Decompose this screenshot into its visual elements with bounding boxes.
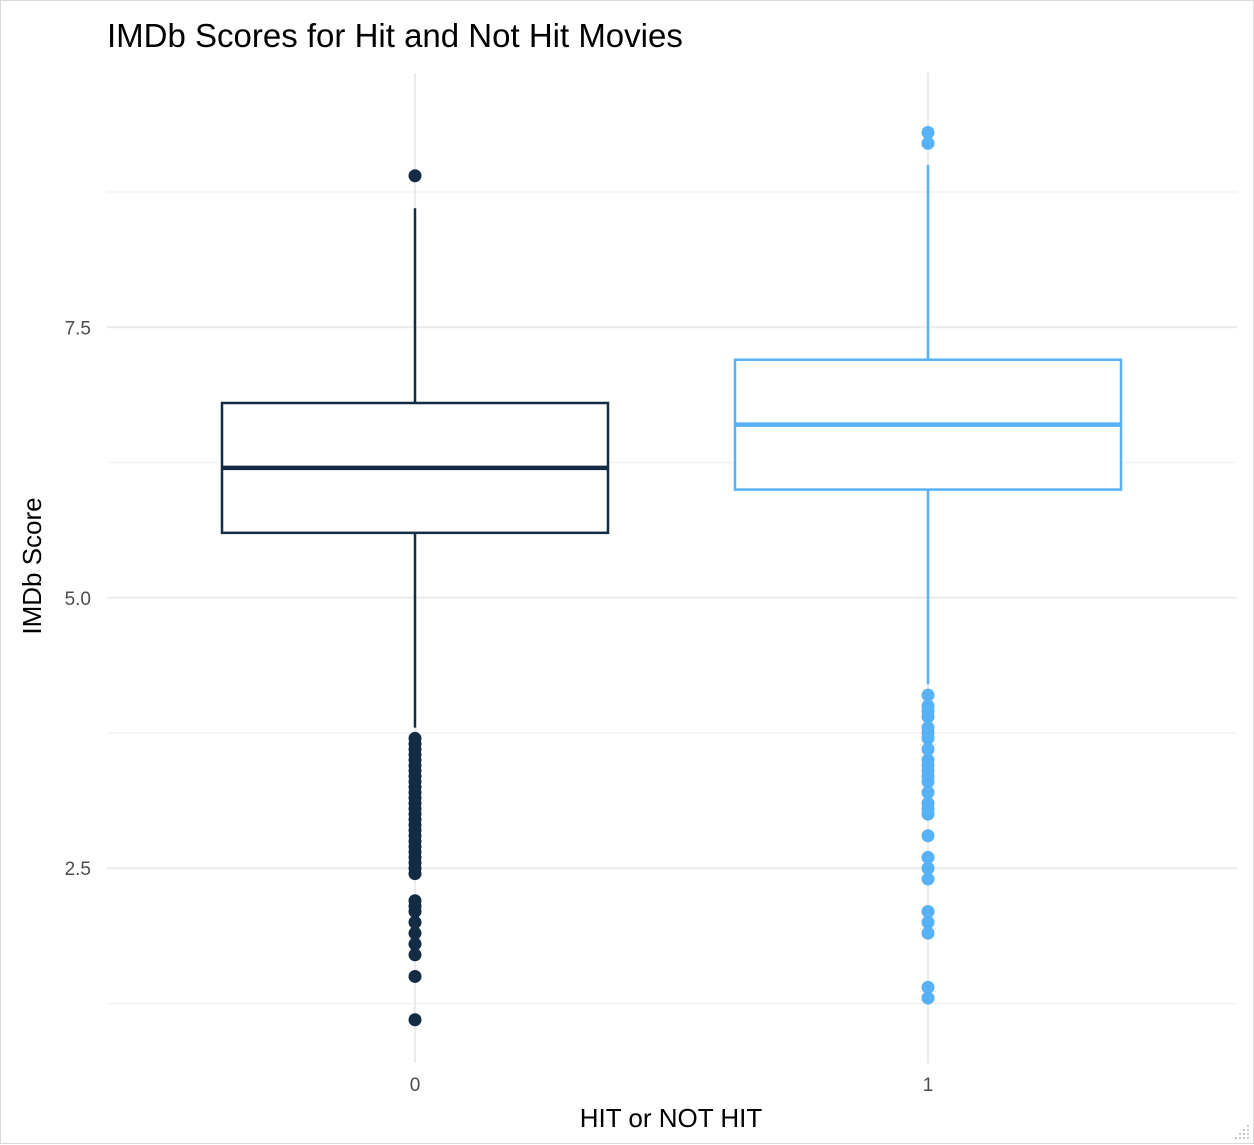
x-axis-title: HIT or NOT HIT: [580, 1103, 763, 1133]
outlier-point: [408, 926, 422, 940]
outlier-point: [921, 915, 935, 929]
outlier-point: [408, 948, 422, 962]
outlier-point: [921, 688, 935, 702]
boxplot-1: [733, 164, 1123, 685]
outlier-point: [921, 829, 935, 843]
x-tick-label: 0: [410, 1075, 421, 1096]
grid-lines: [107, 73, 1237, 1063]
outlier-point: [921, 991, 935, 1005]
outlier-point: [921, 731, 935, 745]
outlier-point: [921, 136, 935, 150]
y-axis-title: IMDb Score: [17, 497, 47, 634]
outlier-point: [921, 775, 935, 789]
outlier-point: [921, 980, 935, 994]
boxplot-0: [220, 208, 610, 728]
outlier-point: [408, 1013, 422, 1027]
outlier-point: [921, 850, 935, 864]
x-tick-label: 1: [923, 1075, 934, 1096]
y-tick-label: 7.5: [65, 318, 91, 339]
outlier-point: [921, 126, 935, 140]
outlier-point: [408, 867, 422, 881]
box-plots: [220, 164, 1123, 728]
outlier-point: [408, 905, 422, 919]
outlier-point: [921, 710, 935, 724]
outlier-points: [408, 126, 935, 1027]
chart-title: IMDb Scores for Hit and Not Hit Movies: [107, 17, 683, 54]
outlier-point: [408, 969, 422, 983]
y-tick-label: 5.0: [65, 589, 91, 610]
outlier-point: [921, 872, 935, 886]
outlier-point: [921, 786, 935, 800]
y-axis-ticks: 2.5 5.0 7.5: [65, 318, 91, 880]
outlier-point: [408, 937, 422, 951]
y-tick-label: 2.5: [65, 859, 91, 880]
outlier-point: [921, 861, 935, 875]
outlier-point: [921, 742, 935, 756]
outlier-point: [921, 807, 935, 821]
outlier-point: [408, 915, 422, 929]
outlier-point: [921, 905, 935, 919]
outlier-point: [921, 926, 935, 940]
resize-grip-icon[interactable]: [1229, 1119, 1251, 1141]
outlier-point: [408, 169, 422, 183]
